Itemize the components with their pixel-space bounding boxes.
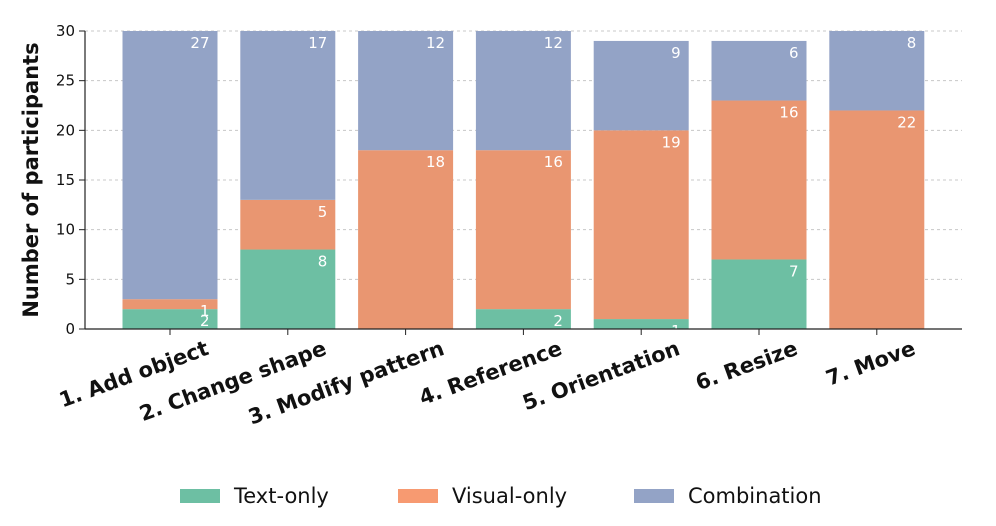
bar-combination-1 (122, 31, 218, 300)
bar-combination-7 (829, 31, 925, 111)
bar-visual-only-6 (711, 100, 807, 260)
legend-label-text-only: Text-only (234, 484, 329, 508)
bar-text-only-5 (593, 319, 689, 329)
bar-combination-2 (240, 31, 336, 200)
y-tick-label-20: 20 (56, 121, 75, 139)
data-label-text-only-1: 2 (200, 312, 210, 330)
y-tick-label-30: 30 (56, 22, 75, 40)
bar-combination-5 (593, 40, 689, 131)
bar-visual-only-4 (475, 150, 571, 310)
legend-swatch-combination (634, 489, 674, 503)
x-tick-label-6: 6. Resize (692, 336, 800, 395)
data-label-visual-only-2: 5 (318, 203, 328, 221)
data-label-combination-2: 17 (308, 34, 327, 52)
legend-label-visual-only: Visual-only (452, 484, 568, 508)
bar-combination-6 (711, 40, 807, 101)
y-tick-label-10: 10 (56, 221, 75, 239)
data-label-combination-5: 9 (671, 44, 681, 62)
x-tick-label-3: 3. Modify pattern (245, 336, 447, 429)
x-tick-label-7: 7. Move (823, 336, 919, 390)
legend-swatch-visual-only (398, 489, 438, 503)
data-label-combination-4: 12 (544, 34, 563, 52)
bar-visual-only-7 (829, 110, 925, 329)
data-label-visual-only-3: 18 (426, 153, 445, 171)
legend-swatch-text-only (180, 489, 220, 503)
legend-item-visual-only: Visual-only (398, 476, 567, 516)
data-label-combination-3: 12 (426, 34, 445, 52)
data-label-visual-only-7: 22 (897, 113, 916, 131)
y-tick-label-25: 25 (56, 72, 75, 90)
bar-visual-only-1 (122, 299, 218, 310)
data-label-visual-only-4: 16 (544, 153, 563, 171)
bar-text-only-6 (711, 259, 807, 329)
bars (122, 31, 925, 329)
bar-text-only-4 (475, 309, 571, 329)
data-label-text-only-2: 8 (318, 253, 328, 271)
data-label-combination-7: 8 (907, 34, 917, 52)
bar-visual-only-2 (240, 199, 336, 250)
data-label-text-only-6: 7 (789, 262, 799, 280)
bar-visual-only-3 (358, 150, 454, 329)
data-label-combination-6: 6 (789, 44, 799, 62)
bar-combination-3 (358, 31, 454, 151)
bar-combination-4 (475, 31, 571, 151)
bar-text-only-1 (122, 309, 218, 329)
data-label-combination-1: 27 (190, 34, 209, 52)
legend-item-combination: Combination (634, 476, 822, 516)
data-label-visual-only-6: 16 (779, 104, 798, 122)
data-label-text-only-4: 2 (553, 312, 563, 330)
y-tick-label-15: 15 (56, 171, 75, 189)
legend-label-combination: Combination (688, 484, 822, 508)
y-axis-label: Number of participants (19, 42, 43, 317)
bar-text-only-2 (240, 249, 336, 329)
legend-item-text-only: Text-only (180, 476, 329, 516)
data-label-visual-only-1: 1 (200, 302, 210, 320)
y-tick-label-5: 5 (65, 270, 75, 288)
y-tick-label-0: 0 (65, 320, 75, 338)
legend: Text-only Visual-only Combination (0, 476, 996, 516)
bar-visual-only-5 (593, 130, 689, 320)
data-label-text-only-5: 1 (671, 322, 681, 340)
data-label-visual-only-5: 19 (662, 133, 681, 151)
